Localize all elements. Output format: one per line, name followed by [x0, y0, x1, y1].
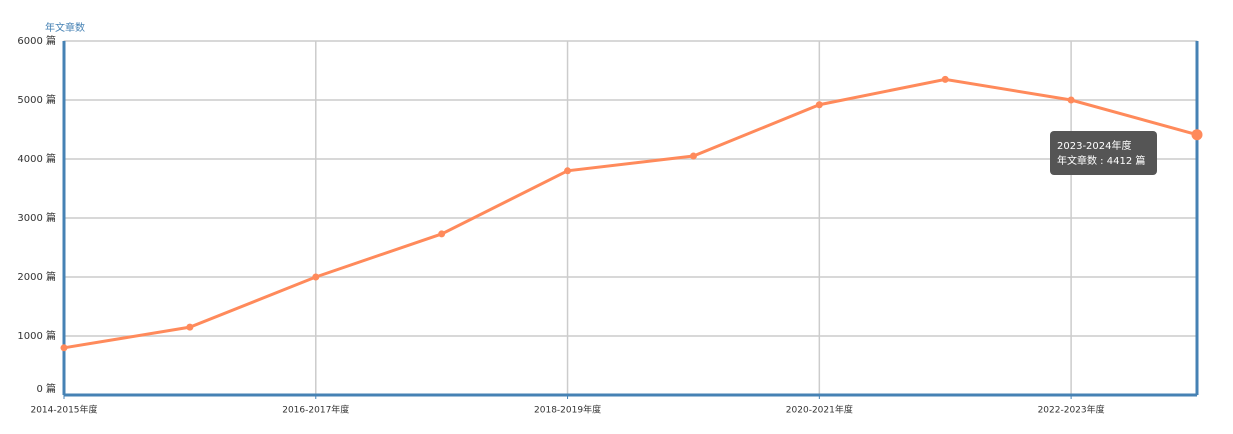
line — [63, 77, 1198, 350]
y-tick-label: 4000 篇 — [17, 152, 56, 165]
point — [1191, 129, 1203, 141]
point — [186, 323, 194, 331]
point — [438, 230, 446, 238]
y-tick-label: 2000 篇 — [17, 270, 56, 283]
point — [815, 101, 823, 109]
tooltip-box — [1050, 131, 1157, 175]
y-tick-label: 0 篇 — [36, 382, 56, 395]
point — [312, 273, 320, 281]
point — [60, 344, 68, 352]
tooltip-title: 2023-2024年度 — [1057, 139, 1132, 152]
y-tick-label: 5000 篇 — [17, 93, 56, 106]
x-tick-label: 2016-2017年度 — [282, 404, 349, 416]
point — [941, 75, 949, 83]
y-tick-label: 6000 篇 — [17, 34, 56, 47]
x-tick-label: 2022-2023年度 — [1038, 404, 1105, 416]
x-tick-label: 2020-2021年度 — [786, 404, 853, 416]
x-tick-label: 2014-2015年度 — [30, 404, 97, 416]
y-tick-label: 1000 篇 — [17, 329, 56, 342]
x-tick-label: 2018-2019年度 — [534, 404, 601, 416]
point — [689, 152, 697, 160]
y-tick-label: 3000 篇 — [17, 211, 56, 224]
point — [1067, 96, 1075, 104]
y-axis-title: 年文章数 — [45, 21, 85, 34]
tooltip-text: 年文章数 : 4412 篇 — [1057, 154, 1145, 167]
point — [564, 167, 572, 175]
